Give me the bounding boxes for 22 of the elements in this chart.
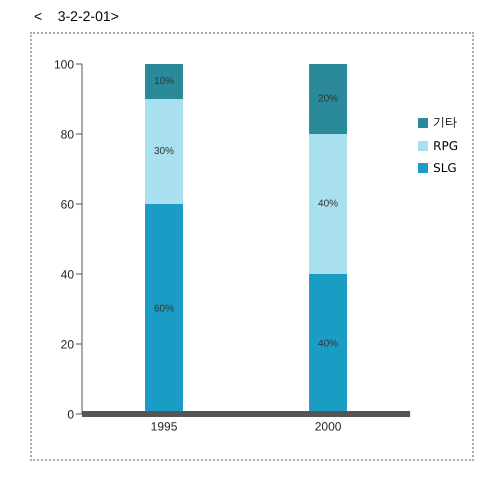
y-tick-label: 0 [67,407,74,422]
y-tick-label: 40 [60,267,74,282]
data-label: 40% [318,198,338,210]
x-tick-label: 2000 [314,420,342,434]
bar [145,64,183,99]
y-tick-label: 60 [60,197,74,212]
data-label: 20% [318,94,338,104]
y-tick-label: 100 [54,57,74,72]
legend-label: RPG [433,139,458,153]
data-label: 30% [154,146,174,157]
x-tick-label: 1995 [150,420,178,434]
y-tick-label: 80 [60,127,74,142]
bar [309,64,348,134]
chart-title: < 3-2-2-01> [34,8,120,24]
data-label: 60% [154,304,174,314]
legend-label: 기타 [433,114,458,131]
data-label: 40% [318,338,338,350]
data-label: 10% [154,76,174,87]
legend-label: SLG [433,161,457,175]
bar [309,134,348,274]
bar [145,99,183,204]
y-tick-label: 20 [60,337,74,352]
